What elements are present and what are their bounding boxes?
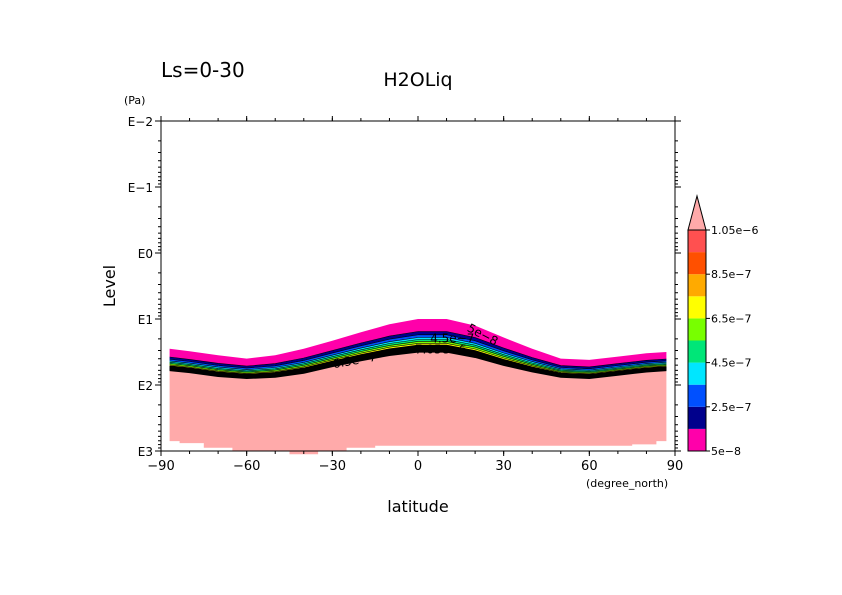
x-unit: (degree_north) [586,477,668,490]
colorbar-label: 1.05e−6 [711,224,758,237]
x-tick-label: 90 [667,459,684,474]
y-tick-label: E0 [138,247,153,261]
fill-level-7 [169,343,667,375]
y-tick-label: E2 [138,379,153,393]
x-tick-label: 30 [495,459,512,474]
x-axis: −90 −60 −30 0 30 60 90 [147,116,683,474]
contour-fill-layer [169,319,667,455]
colorbar-segment [688,230,706,253]
x-tick-label: 60 [581,459,598,474]
contour-line [169,337,667,371]
contour-line [169,331,667,368]
y-axis: E−2 E−1 E0 E1 E2 E3 [128,115,681,459]
season-label: Ls=0-30 [161,58,245,82]
contour-line [169,343,667,374]
colorbar-overflow-triangle [687,194,707,231]
x-tick-label: −30 [319,459,346,474]
contour-line [169,351,667,380]
colorbar-frame [687,229,707,452]
chart-title: H2OLiq [383,69,452,91]
colorbar-label: 2.5e−7 [711,401,751,414]
contour-label: 7.05e−6 [415,342,467,356]
y-unit: (Pa) [124,94,145,107]
x-axis-label: latitude [387,497,448,516]
colorbar-segment [688,428,706,451]
colorbar-label: 8.5e−7 [711,268,751,281]
colorbar-segment [688,406,706,429]
colorbar-segment [688,296,706,319]
colorbar-segment [688,362,706,385]
fill-level-1 [169,319,667,367]
contour-line [169,334,667,370]
colorbar-label: 6.5e−7 [711,312,751,325]
y-tick-label: E−2 [128,115,153,129]
x-tick-label: −60 [233,459,260,474]
contour-line [169,339,667,372]
colorbar-segment [688,274,706,297]
x-tick-label: −90 [147,459,174,474]
colorbar-label: 5e−8 [711,445,741,458]
colorbar-label: 4.5e−7 [711,357,751,370]
colorbar: 5e−8 2.5e−7 4.5e−7 6.5e−7 8.5e−7 1.05e−6 [687,194,758,458]
colorbar-segment [688,318,706,341]
colorbar-segment [688,340,706,363]
y-tick-label: E1 [138,313,153,327]
colorbar-segment [688,384,706,407]
contour-line [169,341,667,373]
y-tick-label: E−1 [128,181,153,195]
contour-label: 4.5e−7 [430,331,474,345]
y-axis-label: Level [100,265,119,307]
x-tick-label: 0 [414,459,422,474]
fill-level-3 [169,334,667,371]
fill-level-2 [169,331,667,369]
colorbar-segment [688,252,706,275]
y-tick-label: E3 [138,445,153,459]
